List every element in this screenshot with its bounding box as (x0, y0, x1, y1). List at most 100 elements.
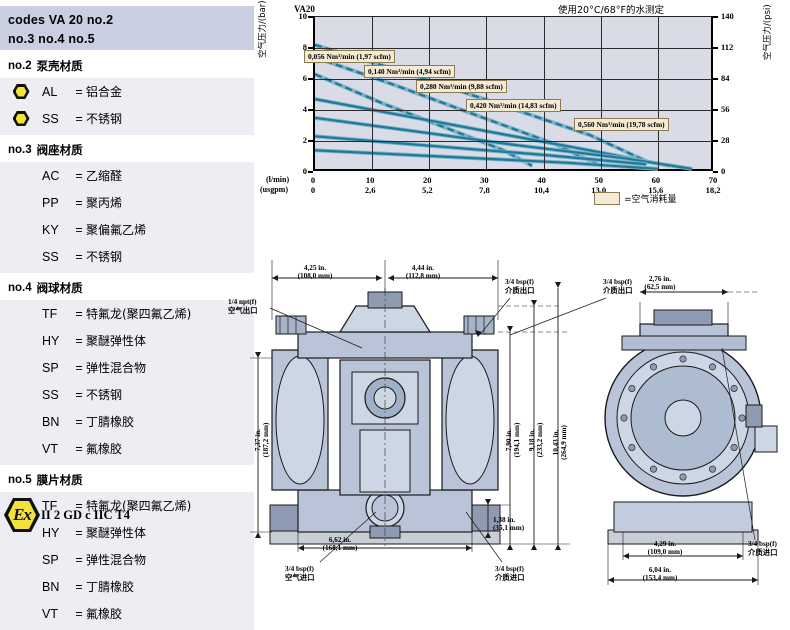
option-code: SS (42, 387, 59, 402)
dimension-drawings: 4,25 in. (108,0 mm) 4,44 in. (112,8 mm) … (210, 240, 790, 591)
side-bolt (620, 414, 628, 422)
gridline-vertical (429, 17, 431, 169)
leader-media-outlet-1 (481, 297, 511, 333)
dim-front-top-1: 4,25 in. (108,0 mm) (297, 264, 333, 281)
option-value: 氟橡胶 (86, 442, 123, 456)
section-title: 阀座材质 (36, 143, 83, 157)
section-title: 膜片材质 (36, 473, 83, 487)
gridline-horizontal (315, 141, 711, 142)
spec-section-body-no-4: TF = 特氟龙(聚四氟乙烯) HY = 聚醚弹性体 SP = 弹性混合物 SS = 不锈钢 BN = 丁腈… (0, 299, 254, 465)
option-value: 不锈钢 (86, 112, 123, 126)
spec-option-row: HY = 聚醚弹性体 (0, 327, 254, 354)
callout-air-outlet: 1/4 npt(f) 空气出口 (228, 298, 258, 315)
chart-plot-area (313, 16, 713, 171)
chart-curves (315, 42, 693, 171)
side-hub (664, 399, 702, 437)
spec-option-row: KY = 聚偏氟乙烯 (0, 216, 254, 243)
dim-front-right-2: 9,18 in. (233,2 mm) (528, 422, 545, 458)
chart-xtick-usgpm: 10,4 (534, 185, 549, 195)
dim-front-top-2: 4,44 in. (112,8 mm) (405, 264, 441, 281)
tick-mark (713, 109, 718, 111)
side-bolt (679, 355, 687, 363)
spec-option-row: PP = 聚丙烯 (0, 189, 254, 216)
option-value: 弹性混合物 (86, 361, 147, 375)
dim-front-right-3: 10,43 in. (264,9 mm) (552, 425, 569, 460)
chart-xtick-usgpm: 18,2 (705, 185, 721, 195)
chart-ytick-bar: 8 (302, 42, 307, 52)
chart-ytick-psi: 56 (721, 104, 730, 114)
side-bolt (708, 363, 716, 371)
chart-ytick-bar: 6 (302, 73, 307, 83)
option-equals: = (75, 360, 83, 375)
dim-front-bottom-width: 6,62 in. (168,1 mm) (322, 536, 358, 553)
chart-curve (315, 73, 533, 167)
callout-media-outlet-2: 3/4 bsp(f) 介质出口 (603, 278, 633, 295)
tick-mark (308, 171, 313, 173)
chart-xtick-lmin: 10 (365, 175, 375, 185)
chart-ytick-bar: 4 (302, 104, 307, 114)
chart-xtick-lmin: 20 (423, 175, 432, 185)
chart-xtick-lmin: 60 (651, 175, 661, 185)
section-title: 泵壳材质 (36, 59, 83, 73)
chart-xtick-lmin: 40 (537, 175, 546, 185)
arrow (623, 553, 629, 559)
leader-media-inlet (465, 511, 503, 563)
option-equals: = (75, 441, 83, 456)
chart-title: 使用20°C/68°F的水测定 (558, 5, 664, 16)
arrow (466, 545, 472, 551)
atex-classification-text: II 2 GD c IIC T4 (41, 507, 131, 522)
option-code: VT (42, 441, 58, 456)
arrow (555, 544, 561, 550)
section-number: no.4 (8, 282, 32, 294)
spec-option-row: SP = 弹性混合物 (0, 546, 254, 573)
callout-side-media-inlet: 3/4 bsp(f) 介质进口 (748, 540, 778, 557)
performance-chart: VA20 使用20°C/68°F的水测定 空气压力/(bar) 空气压力/(ps… (258, 0, 790, 225)
dim-front-right-1: 7,90 in. (194,1 mm) (505, 422, 522, 458)
dim-front-left-height: 7,37 in. (187,2 mm) (254, 422, 271, 458)
option-code: KY (42, 222, 59, 237)
callout-air-inlet: 3/4 bsp(f) 空气进口 (285, 565, 315, 582)
dim-side-top: 2,76 in. (62,5 mm) (644, 275, 676, 292)
legend-swatch (594, 192, 620, 205)
option-value: 聚醚弹性体 (86, 526, 147, 540)
arrow (640, 289, 646, 295)
chart-ytick-bar: 10 (298, 11, 308, 21)
option-code: TF (42, 498, 58, 513)
spec-option-row: SS = 不锈钢 (0, 381, 254, 408)
tick-mark (308, 16, 313, 18)
section-number: no.5 (8, 474, 32, 486)
option-equals: = (75, 606, 83, 621)
chart-xtick-usgpm: 13,0 (591, 185, 607, 195)
option-equals: = (75, 552, 83, 567)
option-equals: = (75, 222, 83, 237)
option-value: 丁腈橡胶 (86, 415, 135, 429)
spec-option-row: AL = 铝合金 (0, 78, 254, 105)
side-bolt (730, 444, 738, 452)
spec-option-row: HY = 聚醚弹性体 (0, 519, 254, 546)
chart-curve (315, 116, 693, 170)
side-bolt (628, 444, 636, 452)
option-code: AL (42, 84, 58, 99)
dim-side-inner: 4,29 in. (109,0 mm) (647, 540, 683, 557)
arrow (608, 577, 614, 583)
chart-ytick-bar: 0 (302, 166, 307, 176)
gridline-vertical (372, 17, 374, 169)
option-value: 聚醚弹性体 (86, 334, 147, 348)
option-code: BN (42, 414, 60, 429)
spec-option-row: SP = 弹性混合物 (0, 354, 254, 381)
spec-option-row: AC = 乙缩醛 (0, 162, 254, 189)
specification-panel: codes VA 20 no.2 no.3 no.4 no.5 no.2 泵壳材质… (0, 0, 254, 630)
option-code: AC (42, 168, 60, 183)
code-header-line-1: codes VA 20 no.2 (8, 13, 114, 27)
arrow (272, 275, 278, 281)
option-code: VT (42, 606, 58, 621)
option-code: SS (42, 111, 59, 126)
chart-callout-label: 0,420 Nm³/min (14,83 scfm) (466, 99, 561, 112)
leader-side-media-inlet (721, 347, 756, 541)
arrow (752, 577, 758, 583)
tick-mark (308, 47, 313, 49)
chart-callout-label: 0,140 Nm³/min (4,94 scfm) (364, 65, 455, 78)
arrow (722, 289, 728, 295)
tick-mark (713, 140, 718, 142)
callout-media-inlet: 3/4 bsp(f) 介质进口 (495, 565, 525, 582)
